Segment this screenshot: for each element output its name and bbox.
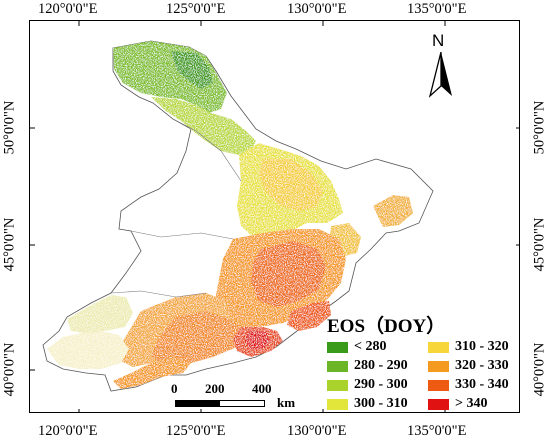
legend-title: EOS（DOY）	[327, 316, 446, 337]
latitude-tick-left-1: 50°0'0"N	[1, 100, 18, 154]
legend-item: 320 - 330	[428, 358, 509, 374]
latitude-tick-right-1: 50°0'0"N	[531, 100, 548, 154]
legend-swatch	[327, 341, 348, 353]
longitude-tick-top-3: 130°0'0"E	[287, 1, 347, 17]
legend-item: < 280	[327, 339, 386, 355]
scale-label-200: 200	[205, 381, 225, 396]
legend-label: 300 - 310	[354, 396, 408, 411]
longitude-tick-top-4: 135°0'0"E	[407, 1, 467, 17]
legend-swatch	[428, 360, 449, 372]
legend-item: > 340	[428, 396, 487, 412]
latitude-tick-right-2: 45°0'0"N	[531, 217, 548, 271]
longitude-tick-top-2: 125°0'0"E	[166, 1, 226, 17]
map-frame	[29, 20, 520, 413]
latitude-tick-left-2: 45°0'0"N	[1, 217, 18, 271]
region-map	[30, 21, 519, 412]
longitude-tick-bottom-4: 135°0'0"E	[407, 423, 467, 439]
legend-label: 320 - 330	[455, 358, 509, 373]
scale-bar-segment-dark	[176, 401, 220, 406]
legend-label: 280 - 290	[354, 358, 408, 373]
north-label: N	[432, 31, 445, 50]
scale-bar-segment-light	[220, 401, 264, 406]
legend-label: 330 - 340	[455, 377, 509, 392]
scale-unit: km	[277, 395, 296, 410]
legend-label: 310 - 320	[455, 339, 509, 354]
legend-label: < 280	[354, 339, 387, 354]
eos-raster	[47, 41, 413, 389]
scale-label-400: 400	[252, 381, 272, 396]
legend-label: > 340	[455, 396, 488, 411]
legend-item: 280 - 290	[327, 358, 408, 374]
legend-swatch	[428, 341, 449, 353]
legend-item: 300 - 310	[327, 396, 408, 412]
legend-swatch	[327, 360, 348, 372]
legend-item: 310 - 320	[428, 339, 509, 355]
legend-swatch	[327, 379, 348, 391]
longitude-tick-top-1: 120°0'0"E	[38, 1, 98, 17]
scale-label-0: 0	[171, 381, 178, 396]
latitude-tick-right-3: 40°0'0"N	[531, 342, 548, 396]
longitude-tick-bottom-2: 125°0'0"E	[166, 423, 226, 439]
north-arrow-icon	[428, 52, 452, 98]
legend-item: 290 - 300	[327, 377, 408, 393]
north-arrow: N	[426, 31, 456, 98]
legend-label: 290 - 300	[354, 377, 408, 392]
legend-item: 330 - 340	[428, 377, 509, 393]
longitude-tick-bottom-3: 130°0'0"E	[287, 423, 347, 439]
scale-bar	[175, 400, 265, 407]
latitude-tick-left-3: 40°0'0"N	[1, 342, 18, 396]
legend-swatch	[327, 398, 348, 410]
region-boundary	[42, 40, 434, 392]
longitude-tick-bottom-1: 120°0'0"E	[38, 423, 98, 439]
legend-swatch	[428, 398, 449, 410]
legend-swatch	[428, 379, 449, 391]
